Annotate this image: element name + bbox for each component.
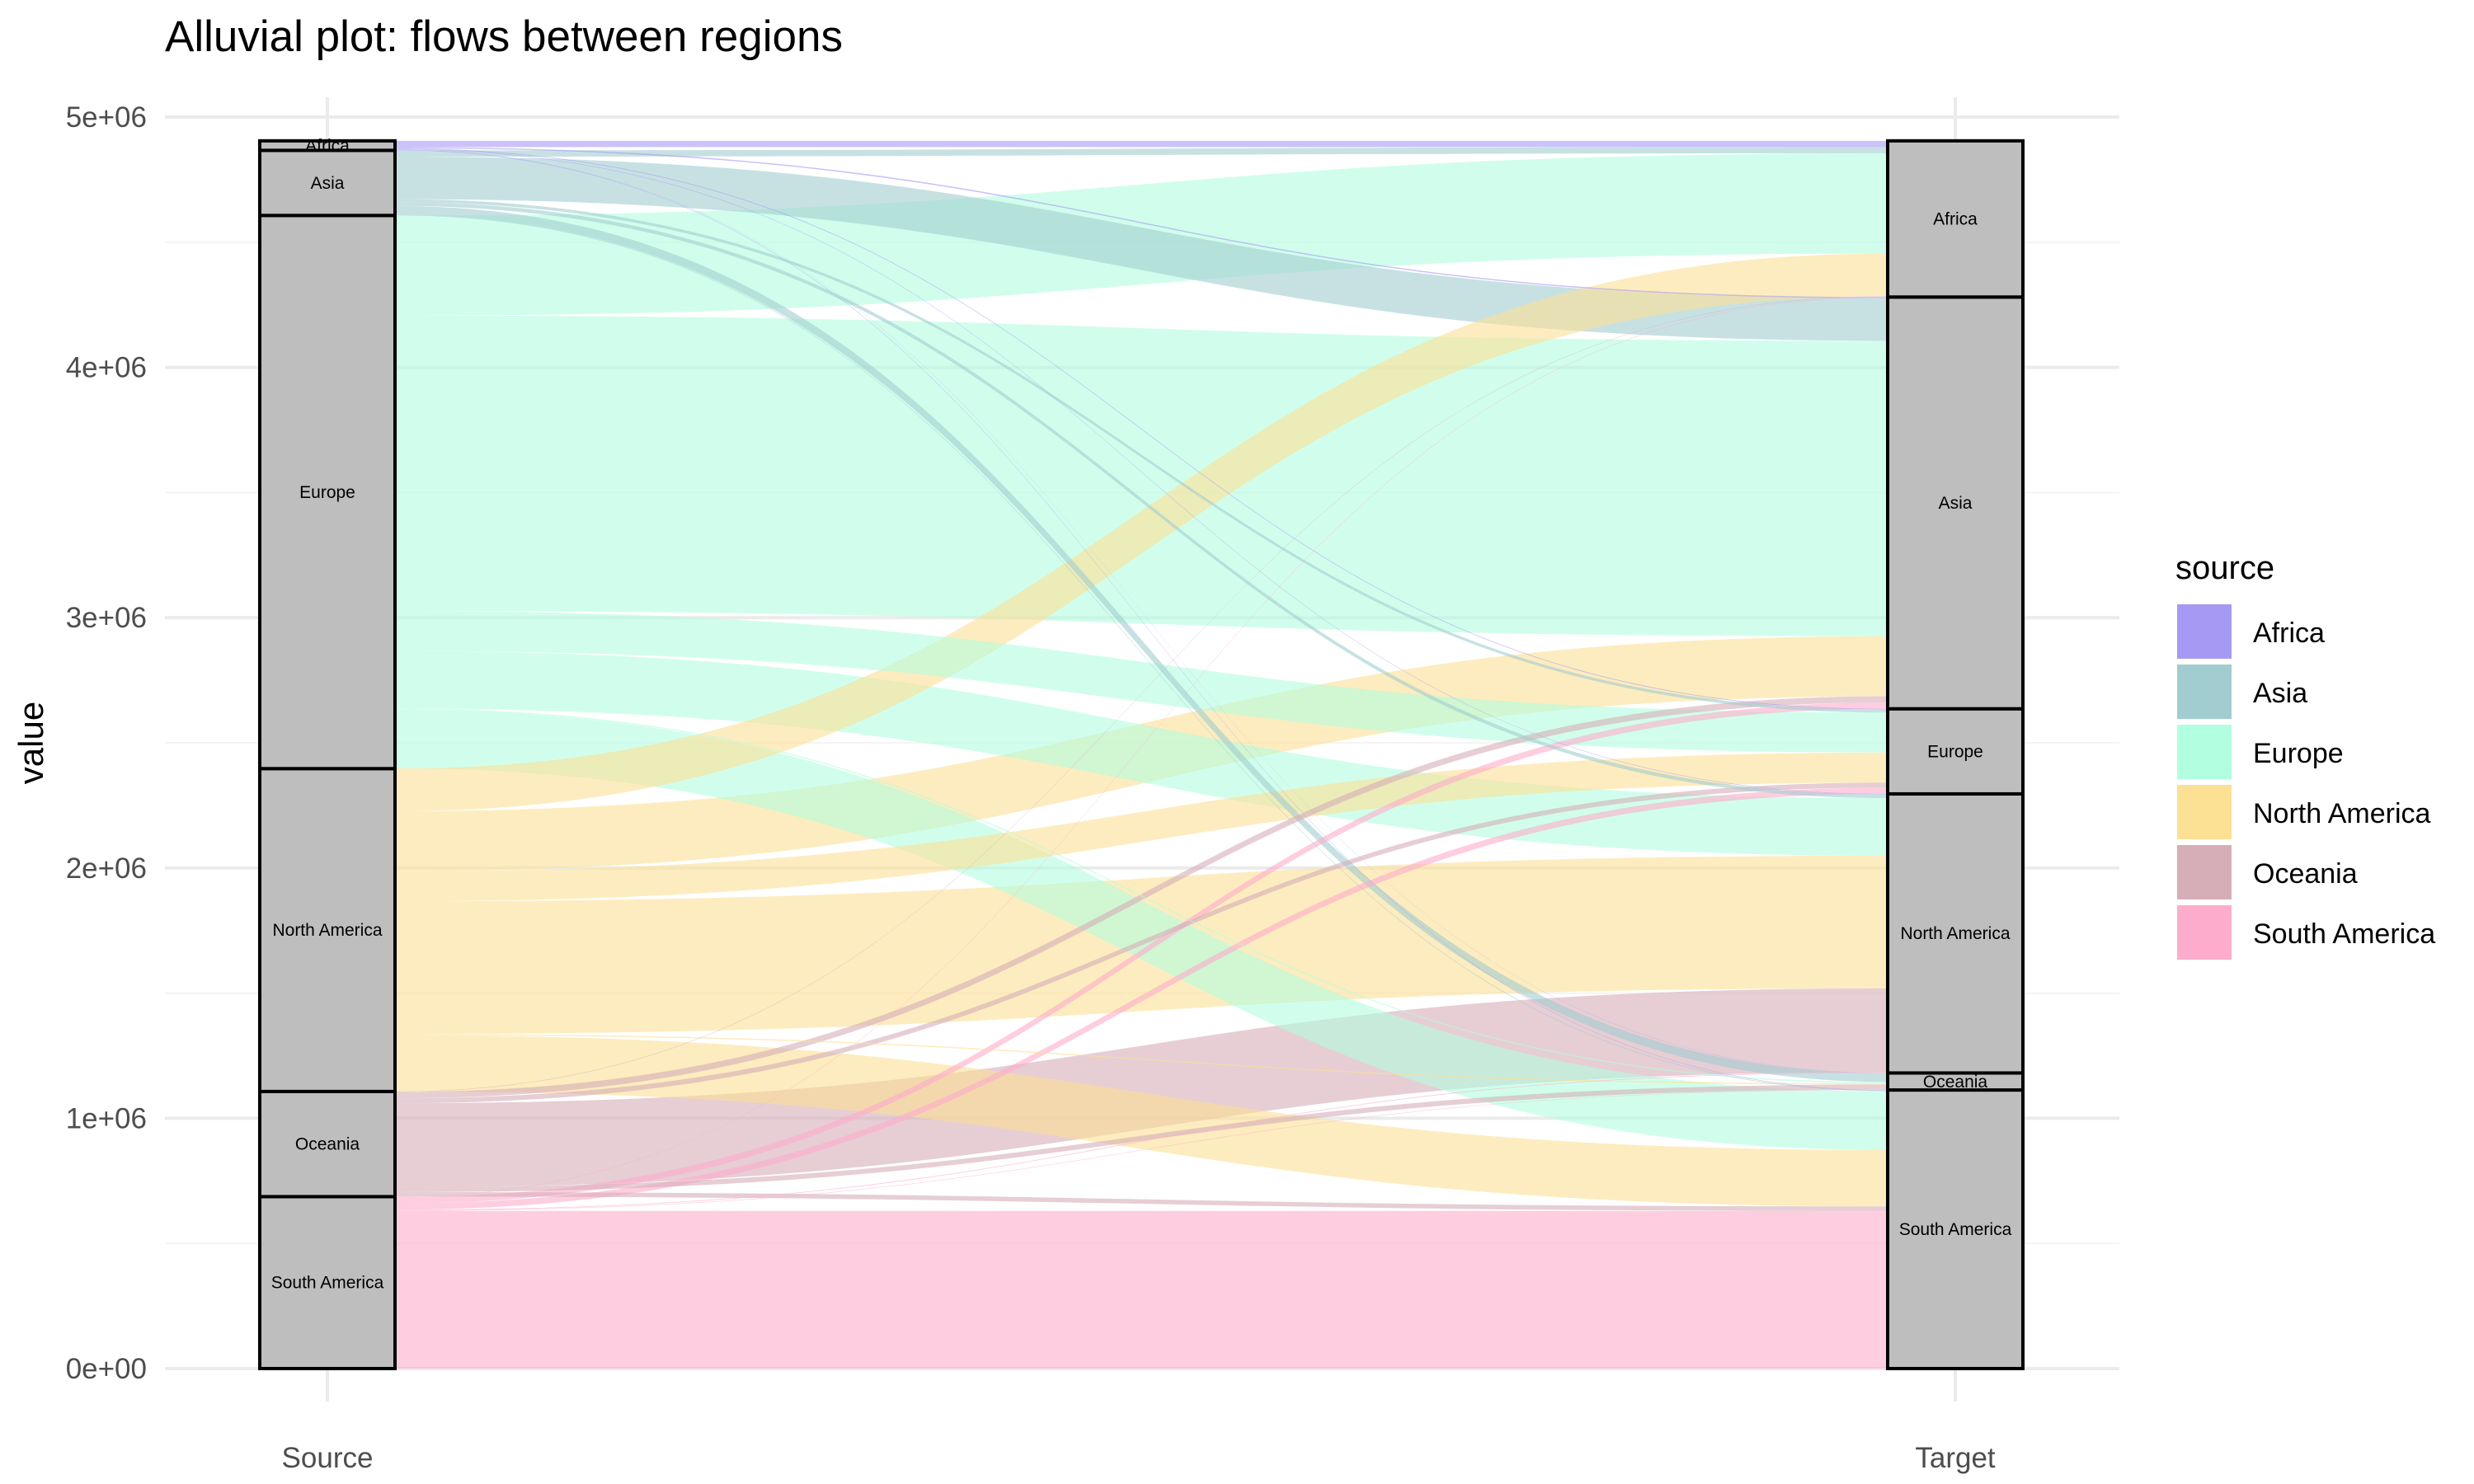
chart-title: Alluvial plot: flows between regions [165, 12, 843, 61]
flow-europe-to-asia [395, 315, 1888, 636]
target-stratum-label-africa: Africa [1933, 210, 1978, 229]
flow-africa-to-oceania [395, 149, 1888, 1073]
target-stratum-label-asia: Asia [1939, 494, 1973, 513]
x-tick-label-target: Target [1915, 1442, 1996, 1474]
source-stratum-label-south-america: South America [271, 1274, 384, 1293]
y-tick-label: 1e+06 [66, 1102, 147, 1134]
source-stratum-label-oceania: Oceania [295, 1135, 360, 1154]
source-stratum-europe [258, 214, 397, 771]
x-axis: Source Target [282, 1442, 1996, 1474]
flow-asia-to-asia [395, 156, 1888, 341]
target-stratum-africa [1886, 139, 2025, 299]
legend-key-south-america [2177, 905, 2232, 960]
flow-africa-to-europe [395, 148, 1888, 710]
legend-label-asia: Asia [2253, 678, 2307, 709]
flow-asia-to-oceania [395, 205, 1888, 1082]
legend-label-africa: Africa [2253, 618, 2325, 649]
y-tick-label: 2e+06 [66, 852, 147, 885]
legend-key-asia [2177, 665, 2232, 719]
source-stratum-africa [258, 139, 397, 153]
flow-north-america-to-south-america [395, 1035, 1888, 1207]
flow-oceania-to-oceania [395, 1084, 1888, 1192]
legend-items: Africa Asia Europe North America Oceania Sout… [2177, 604, 2435, 960]
legend-label-north-america: North America [2253, 798, 2430, 829]
target-stratum-north-america [1886, 791, 2025, 1075]
source-stratum-label-asia: Asia [311, 174, 345, 193]
y-tick-label: 5e+06 [66, 101, 147, 134]
target-stratum-label-oceania: Oceania [1923, 1073, 1988, 1092]
flow-south-america-to-europe [395, 787, 1888, 1210]
legend-key-africa [2177, 604, 2232, 659]
flow-oceania-to-europe [395, 782, 1888, 1104]
legend-title: source [2175, 550, 2274, 586]
y-tick-label: 3e+06 [66, 602, 147, 634]
flow-oceania-to-asia [395, 696, 1888, 1099]
flow-asia-to-north-america [395, 202, 1888, 799]
source-stratum-label-europe: Europe [299, 483, 355, 502]
legend-label-south-america: South America [2253, 918, 2435, 950]
legend-key-north-america [2177, 785, 2232, 839]
flow-asia-to-europe [395, 199, 1888, 713]
legend-label-europe: Europe [2253, 738, 2344, 769]
source-stratum-north-america [258, 767, 397, 1093]
source-stratum-south-america [258, 1195, 397, 1370]
source-stratum-label-africa: Africa [305, 137, 350, 156]
flow-europe-to-north-america [395, 650, 1888, 856]
x-tick-label-source: Source [282, 1442, 374, 1474]
flow-north-america-to-europe [395, 752, 1888, 902]
source-stratum-label-north-america: North America [272, 921, 382, 940]
flow-north-america-to-africa [395, 253, 1888, 811]
flow-africa-to-africa [395, 140, 1888, 148]
flow-africa-to-asia [395, 147, 1888, 298]
flow-europe-to-oceania [395, 708, 1888, 1083]
flow-europe-to-south-america [395, 709, 1888, 1150]
flow-oceania-to-africa [395, 296, 1888, 1092]
flow-north-america-to-oceania [395, 1034, 1888, 1085]
legend-key-europe [2177, 725, 2232, 779]
flow-south-america-to-north-america [395, 1072, 1888, 1211]
legend-label-oceania: Oceania [2253, 858, 2358, 890]
target-stratum-label-europe: Europe [1927, 742, 1983, 761]
strata: South America Oceania North America Europe A… [258, 137, 2025, 1370]
flow-south-america-to-oceania [395, 1089, 1888, 1211]
flow-south-america-to-south-america [395, 1210, 1888, 1369]
y-axis: 0e+00 1e+06 2e+06 3e+06 4e+06 5e+06 [66, 101, 147, 1385]
legend-key-oceania [2177, 845, 2232, 899]
flow-africa-to-south-america [395, 149, 1888, 1091]
flow-europe-to-europe [395, 611, 1888, 753]
flows [395, 140, 1888, 1369]
legend: source Africa Asia Europe North America Ocea… [2175, 550, 2435, 960]
flow-oceania-to-north-america [395, 988, 1888, 1187]
flow-south-america-to-asia [395, 702, 1888, 1204]
flow-oceania-to-south-america [395, 1191, 1888, 1211]
y-tick-label: 4e+06 [66, 352, 147, 384]
flow-africa-to-north-america [395, 148, 1888, 795]
y-axis-title: value [12, 702, 50, 784]
flow-asia-to-south-america [395, 214, 1888, 1092]
target-stratum-asia [1886, 295, 2025, 711]
y-tick-label: 0e+00 [66, 1353, 147, 1385]
source-stratum-oceania [258, 1089, 397, 1199]
target-stratum-south-america [1886, 1088, 2025, 1370]
target-stratum-label-north-america: North America [1900, 924, 2010, 943]
target-stratum-label-south-america: South America [1899, 1220, 2012, 1239]
flow-south-america-to-africa [395, 296, 1888, 1198]
flow-asia-to-africa [395, 147, 1888, 157]
